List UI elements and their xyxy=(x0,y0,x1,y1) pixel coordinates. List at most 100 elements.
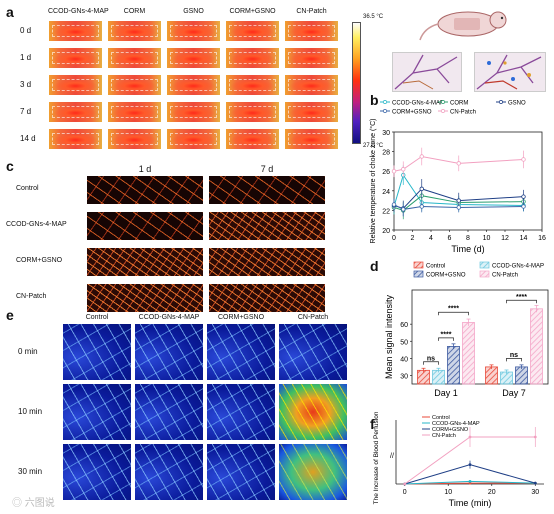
d-y-tick-label: 50 xyxy=(400,339,408,346)
perfusion-image xyxy=(62,443,132,501)
f-x-tick-label: 30 xyxy=(531,489,539,496)
c-col-header: 1 d xyxy=(138,164,152,174)
microscopy-image xyxy=(86,247,204,277)
b-x-tick-label: 16 xyxy=(538,235,546,242)
b-data-point xyxy=(419,186,424,192)
microscopy-image xyxy=(208,247,326,277)
b-legend-marker xyxy=(383,100,387,104)
a-row-label: 3 d xyxy=(20,80,32,89)
perfusion-image xyxy=(134,323,204,381)
colorbar-max-label: 36.5 °C xyxy=(363,14,384,20)
b-data-point xyxy=(456,198,461,203)
d-legend-label: CORM+GSNO xyxy=(426,273,466,279)
panel-c-label: c xyxy=(6,158,14,174)
d-plot-frame xyxy=(411,289,549,385)
b-x-tick-label: 10 xyxy=(483,235,491,242)
perfusion-image xyxy=(62,383,132,441)
d-sig-ns-day1-label: ns xyxy=(427,355,435,362)
thermal-image xyxy=(166,47,221,69)
e-col-header: CORM+GSNO xyxy=(217,314,265,321)
microscopy-image xyxy=(208,211,326,241)
d-sig-ns-day1-bracket xyxy=(423,361,439,365)
d-legend-swatch xyxy=(479,270,490,278)
a-row-label: 14 d xyxy=(20,134,36,143)
b-data-point xyxy=(456,205,461,210)
microscopy-image xyxy=(86,283,204,313)
thermal-image xyxy=(48,47,103,69)
f-legend-label: CCOD-GNs-4-MAP xyxy=(432,421,480,427)
a-col-header: CCOD-GNs-4-MAP xyxy=(48,8,109,15)
watermark-icon: ◎ xyxy=(12,498,25,509)
d-legend-label: Control xyxy=(426,264,445,270)
perfusion-image xyxy=(134,443,204,501)
colorbar-min-label: 27.0 °C xyxy=(363,143,384,149)
c-row-label: CORM+GSNO xyxy=(16,257,63,264)
thermal-image xyxy=(166,101,221,123)
d-bar xyxy=(515,366,528,385)
b-y-tick-label: 22 xyxy=(382,208,390,215)
d-bar xyxy=(462,322,475,385)
b-x-tick-label: 2 xyxy=(411,235,415,242)
watermark-text: 六图说 xyxy=(24,498,55,509)
f-legend-label: CN-Patch xyxy=(432,433,456,439)
d-bar xyxy=(447,346,460,385)
thermal-image xyxy=(166,74,221,96)
thermal-image xyxy=(225,74,280,96)
a-row-label: 0 d xyxy=(20,26,32,35)
b-data-point xyxy=(419,204,424,209)
c-row-label: CCOD-GNs-4-MAP xyxy=(6,221,67,228)
thermal-image xyxy=(284,128,339,150)
f-data-point xyxy=(403,482,407,486)
b-data-point xyxy=(391,168,397,174)
perfusion-image xyxy=(62,323,132,381)
b-y-tick-label: 20 xyxy=(382,228,390,235)
a-row-label: 7 d xyxy=(20,107,32,116)
d-y-tick-label: 60 xyxy=(400,322,408,329)
perfusion-image xyxy=(278,443,348,501)
perfusion-image xyxy=(278,383,348,441)
microscopy-image xyxy=(208,283,326,313)
thermal-image xyxy=(284,74,339,96)
f-data-point xyxy=(533,481,537,485)
f-data-point xyxy=(468,479,472,483)
perfusion-image xyxy=(206,323,276,381)
d-sig-day7-bracket xyxy=(506,299,537,304)
b-x-tick-label: 14 xyxy=(520,235,528,242)
a-col-header: CORM xyxy=(123,8,146,15)
perfusion-image xyxy=(206,383,276,441)
b-x-tick-label: 8 xyxy=(466,235,470,242)
d-category-label: Day 1 xyxy=(434,388,458,398)
thermal-image xyxy=(225,20,280,42)
f-legend-label: Control xyxy=(432,415,450,421)
watermark: ◎ 六图说 xyxy=(12,494,55,509)
panel-a-label: a xyxy=(6,4,14,20)
f-x-axis-title: Time (min) xyxy=(449,498,492,508)
b-legend-marker xyxy=(441,109,445,113)
b-plot-frame xyxy=(393,131,543,231)
thermal-image xyxy=(166,20,221,42)
c-col-header: 7 d xyxy=(260,164,274,174)
e-row-label: 0 min xyxy=(18,347,38,356)
panel-d-label: d xyxy=(370,258,379,274)
chart-d: 30 40 50 60 Mean signal intensity Day 1 Day 7 C… xyxy=(384,261,549,398)
panel-f-label: f xyxy=(370,416,375,432)
thermal-image xyxy=(107,128,162,150)
b-legend-marker xyxy=(383,109,387,113)
panel-e-label: e xyxy=(6,307,14,323)
b-legend-label: GSNO xyxy=(508,101,526,107)
b-x-axis-title: Time (d) xyxy=(451,244,484,254)
b-data-point xyxy=(521,157,526,162)
b-data-point xyxy=(521,194,526,199)
c-row-label: CN-Patch xyxy=(16,293,47,300)
b-y-axis-title: Relative temperature of choke zone (°C) xyxy=(369,119,377,244)
d-sig-ns-day7-label: ns xyxy=(510,352,518,359)
thermal-image xyxy=(107,74,162,96)
d-category-label: Day 7 xyxy=(502,388,526,398)
thermal-image xyxy=(48,74,103,96)
thermal-image xyxy=(284,101,339,123)
b-x-tick-label: 12 xyxy=(501,235,509,242)
b-data-point xyxy=(401,207,406,212)
d-sig-day1-b-bracket xyxy=(438,311,469,316)
perfusion-image xyxy=(134,383,204,441)
